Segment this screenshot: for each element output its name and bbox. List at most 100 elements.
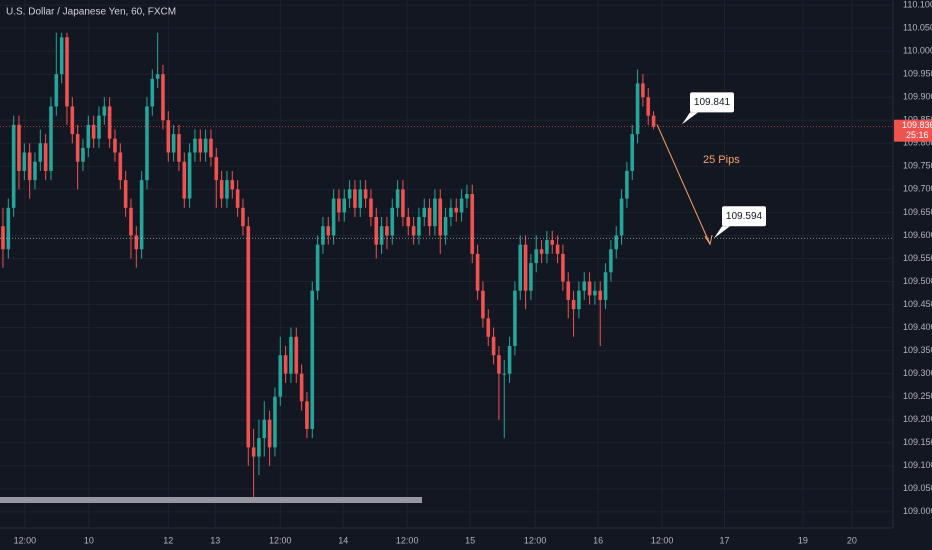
candle-body xyxy=(118,152,123,181)
y-tick-label: 109.700 xyxy=(903,184,932,194)
y-tick-label: 109.500 xyxy=(903,276,932,286)
candle-body xyxy=(491,336,496,356)
candle-body xyxy=(139,180,144,250)
candle-body xyxy=(273,396,277,448)
candle-body xyxy=(299,373,304,402)
candle-body xyxy=(235,189,240,208)
candle-body xyxy=(475,253,480,291)
candle-body xyxy=(331,198,336,236)
candle-body xyxy=(241,207,245,227)
callout-box xyxy=(722,206,766,227)
candle-body xyxy=(123,180,128,208)
candle-body xyxy=(315,244,320,291)
candle-body xyxy=(625,170,629,199)
candle-body xyxy=(646,97,651,116)
x-tick-label: 10 xyxy=(84,535,94,545)
candle-body xyxy=(454,207,459,213)
y-tick-label: 109.600 xyxy=(903,230,932,240)
candle-body xyxy=(203,138,208,153)
candle-body xyxy=(523,244,528,291)
countdown: 25:16 xyxy=(906,130,929,140)
last-price-box xyxy=(894,119,932,142)
arrow-head xyxy=(704,235,713,246)
x-tick-label: 19 xyxy=(798,535,808,545)
candle-body xyxy=(209,138,213,158)
candle-body xyxy=(369,198,373,218)
candle-body xyxy=(582,281,587,291)
candle-body xyxy=(411,226,416,236)
chart-title: U.S. Dollar / Japanese Yen, 60, FXCM xyxy=(6,7,176,18)
candle-body xyxy=(289,336,293,374)
x-tick-label: 14 xyxy=(338,535,348,545)
candle-body xyxy=(390,207,395,236)
candle-body xyxy=(251,447,256,457)
candle-body xyxy=(619,198,624,236)
candle-body xyxy=(630,134,635,171)
candle-body xyxy=(198,138,203,153)
candle-body xyxy=(22,152,27,171)
x-tick-label: 12:00 xyxy=(14,535,37,545)
candle-body xyxy=(513,290,517,347)
candle-body xyxy=(49,106,53,171)
grid xyxy=(0,0,893,528)
candle-body xyxy=(635,83,640,135)
candle-body xyxy=(571,299,576,310)
candle-body xyxy=(305,401,309,429)
candle-body xyxy=(150,78,155,107)
candle-body xyxy=(539,249,544,254)
pips-label: 25 Pips xyxy=(703,154,740,166)
candle-body xyxy=(219,180,224,199)
y-tick-label: 109.250 xyxy=(903,391,932,401)
x-tick-label: 20 xyxy=(847,535,857,545)
candle-body xyxy=(507,346,512,374)
candle-body xyxy=(342,198,347,213)
candle-body xyxy=(545,240,549,254)
candle-body xyxy=(529,263,533,291)
candle-body xyxy=(97,115,101,139)
candle-body xyxy=(486,318,491,337)
callout-box xyxy=(690,92,734,113)
candle-body xyxy=(406,217,411,227)
x-tick-label: 12:00 xyxy=(396,535,419,545)
y-tick-label: 109.150 xyxy=(903,437,932,447)
y-tick-label: 109.100 xyxy=(903,460,932,470)
candle-body xyxy=(102,106,107,116)
candle-body xyxy=(278,355,283,397)
candle-body xyxy=(385,226,389,236)
x-tick-label: 16 xyxy=(593,535,603,545)
candle-body xyxy=(577,290,581,310)
candle-body xyxy=(294,336,299,374)
x-tick-label: 12:00 xyxy=(524,535,547,545)
candle-body xyxy=(187,152,192,199)
candle-body xyxy=(107,106,112,139)
callout-label: 109.841 xyxy=(694,97,731,108)
y-tick-label: 109.650 xyxy=(903,207,932,217)
candle-body xyxy=(38,143,43,162)
candle-body xyxy=(550,240,555,245)
candle-body xyxy=(459,198,464,213)
candle-body xyxy=(363,189,368,199)
callout-tail xyxy=(682,112,698,125)
candle-body xyxy=(603,272,608,300)
y-tick-label: 109.050 xyxy=(903,483,932,493)
candle-body xyxy=(59,37,64,75)
x-tick-label: 12:00 xyxy=(651,535,674,545)
candle-body xyxy=(33,161,37,181)
callout-label: 109.594 xyxy=(726,211,763,222)
candle-body xyxy=(449,207,453,218)
candle-body xyxy=(11,124,16,208)
candle-body xyxy=(427,207,432,227)
candle-body xyxy=(75,134,80,162)
candle-body xyxy=(587,281,592,296)
candle-body xyxy=(561,253,565,282)
candle-body xyxy=(171,134,176,153)
candle-body xyxy=(54,74,59,107)
candle-body xyxy=(401,189,405,218)
candle-body xyxy=(6,207,11,250)
candle-body xyxy=(155,74,160,79)
candle-body xyxy=(353,189,357,208)
candle-body xyxy=(497,355,501,374)
candle-body xyxy=(81,147,85,162)
